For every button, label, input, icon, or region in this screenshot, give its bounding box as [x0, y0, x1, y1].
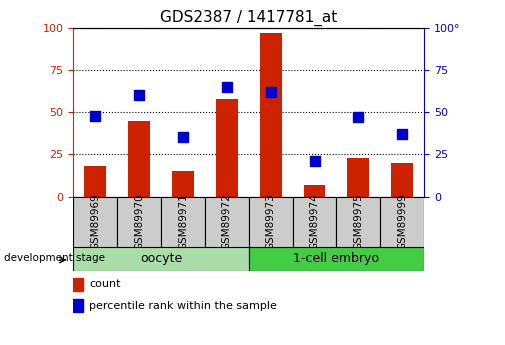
Bar: [73, 278, 83, 291]
Text: oocyte: oocyte: [140, 252, 182, 265]
Text: 1-cell embryo: 1-cell embryo: [293, 252, 379, 265]
Text: GSM89974: GSM89974: [310, 193, 320, 250]
Text: GSM89972: GSM89972: [222, 193, 232, 250]
Bar: [304, 185, 326, 197]
Bar: [117, 197, 161, 247]
Point: [179, 135, 187, 140]
Text: GSM89971: GSM89971: [178, 193, 188, 250]
Bar: [260, 33, 282, 197]
Bar: [347, 158, 369, 197]
Text: GSM89973: GSM89973: [266, 193, 276, 250]
Point: [398, 131, 407, 137]
Bar: [336, 197, 380, 247]
Text: GSM89969: GSM89969: [90, 193, 100, 250]
Bar: [292, 197, 336, 247]
Text: count: count: [89, 279, 121, 289]
Text: development stage: development stage: [4, 253, 105, 263]
Bar: [172, 171, 194, 197]
Point: [311, 158, 319, 164]
Text: percentile rank within the sample: percentile rank within the sample: [89, 300, 277, 310]
Text: GSM89970: GSM89970: [134, 193, 144, 250]
Point: [267, 89, 275, 95]
Point: [355, 115, 363, 120]
Bar: [391, 163, 413, 197]
Point: [91, 113, 99, 118]
Bar: [73, 299, 83, 312]
Bar: [73, 247, 248, 271]
Bar: [205, 197, 248, 247]
Text: GSM89999: GSM89999: [397, 193, 407, 250]
Bar: [161, 197, 205, 247]
Title: GDS2387 / 1417781_at: GDS2387 / 1417781_at: [160, 10, 337, 26]
Text: GSM89975: GSM89975: [354, 193, 364, 250]
Point: [135, 92, 143, 98]
Bar: [73, 197, 117, 247]
Bar: [128, 121, 150, 197]
Bar: [380, 197, 424, 247]
Point: [223, 84, 231, 90]
Bar: [248, 197, 292, 247]
Bar: [248, 247, 424, 271]
Bar: [84, 166, 106, 197]
Bar: [216, 99, 238, 197]
